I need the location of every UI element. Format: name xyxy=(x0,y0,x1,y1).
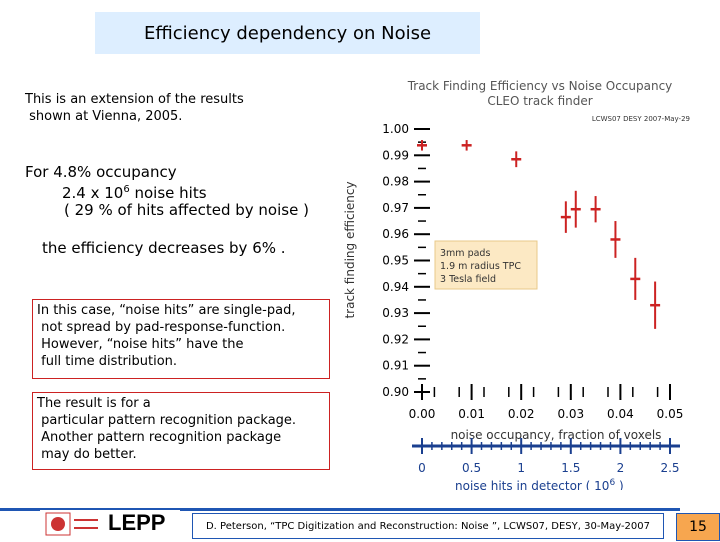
efficiency-chart: Track Finding Efficiency vs Noise Occupa… xyxy=(343,79,690,490)
data-points xyxy=(417,140,661,329)
x-tick-label: 0.03 xyxy=(557,407,584,421)
chart-axes: 0.90 0.91 0.92 0.93 0.94 0.95 0.96 0.97 0.98 0.99… xyxy=(382,122,683,442)
secondary-label-pre: noise hits in detector ( 10 xyxy=(455,479,609,490)
y-tick-label: 0.92 xyxy=(382,332,409,346)
occupancy-line-2-sup: 6 xyxy=(123,184,130,195)
intro-line-2: shown at Vienna, 2005. xyxy=(25,109,183,124)
university-seal-icon xyxy=(45,512,98,536)
intro-line-1: This is an extension of the results xyxy=(25,92,244,107)
footer-bar xyxy=(0,508,680,511)
secondary-tick-label: 0 xyxy=(418,461,426,475)
occupancy-line-2-pre: 2.4 x 10 xyxy=(62,184,124,202)
secondary-axis-label: noise hits in detector ( 106 ) xyxy=(455,478,624,490)
legend-entry: 3 Tesla field xyxy=(440,274,496,285)
efficiency-line: the efficiency decreases by 6% . xyxy=(42,239,286,257)
secondary-label-sup: 6 xyxy=(609,478,615,488)
y-axis-label: track finding efficiency xyxy=(343,181,357,318)
legend-entry: 1.9 m radius TPC xyxy=(440,261,521,272)
x-tick-label: 0.04 xyxy=(607,407,634,421)
secondary-tick-label: 1.5 xyxy=(561,461,580,475)
x-tick-label: 0.00 xyxy=(409,407,436,421)
y-tick-label: 0.98 xyxy=(382,175,409,189)
lepp-logo: LEPP xyxy=(108,510,166,535)
y-tick-label: 0.93 xyxy=(382,306,409,320)
secondary-axis: 0 0.5 1 1.5 2 2.5 noise hits in detector ( 106… xyxy=(412,438,680,490)
y-tick-label: 1.00 xyxy=(382,122,409,136)
y-tick-label: 0.90 xyxy=(382,385,409,399)
y-tick-label: 0.99 xyxy=(382,148,409,162)
y-tick-label: 0.91 xyxy=(382,359,409,373)
slide-title: Efficiency dependency on Noise xyxy=(95,12,480,54)
y-tick-label: 0.94 xyxy=(382,280,409,294)
occupancy-line-1: For 4.8% occupancy xyxy=(25,163,177,181)
occupancy-line-3: ( 29 % of hits affected by noise ) xyxy=(64,201,309,219)
footer-citation: D. Peterson, “TPC Digitization and Recon… xyxy=(192,513,664,539)
y-tick-label: 0.95 xyxy=(382,254,409,268)
chart-subtitle: CLEO track finder xyxy=(487,94,592,108)
y-tick-label: 0.97 xyxy=(382,201,409,215)
chart-title: Track Finding Efficiency vs Noise Occupa… xyxy=(407,79,673,93)
secondary-tick-label: 2 xyxy=(617,461,625,475)
y-tick-label: 0.96 xyxy=(382,227,409,241)
legend-box xyxy=(434,240,538,290)
secondary-label-post: ) xyxy=(615,479,624,490)
x-axis-label: noise occupancy, fraction of voxels xyxy=(451,428,662,442)
x-tick-label: 0.01 xyxy=(458,407,485,421)
pattern-recognition-note: The result is for a particular pattern r… xyxy=(32,392,330,470)
chart-legend: 3mm pads 1.9 m radius TPC 3 Tesla field xyxy=(434,240,538,290)
x-tick-label: 0.05 xyxy=(657,407,684,421)
secondary-tick-label: 1 xyxy=(517,461,525,475)
institution-logo xyxy=(40,510,180,540)
legend-entry: 3mm pads xyxy=(440,248,490,259)
x-tick-label: 0.02 xyxy=(508,407,535,421)
noise-hits-note: In this case, “noise hits” are single-pa… xyxy=(32,299,330,379)
occupancy-line-2-post: noise hits xyxy=(129,184,207,202)
occupancy-line-2: 2.4 x 106 noise hits xyxy=(62,181,207,202)
secondary-tick-label: 2.5 xyxy=(660,461,679,475)
page-number: 15 xyxy=(676,513,720,541)
chart-tag: LCWS07 DESY 2007-May-29 xyxy=(592,115,690,123)
secondary-tick-label: 0.5 xyxy=(462,461,481,475)
